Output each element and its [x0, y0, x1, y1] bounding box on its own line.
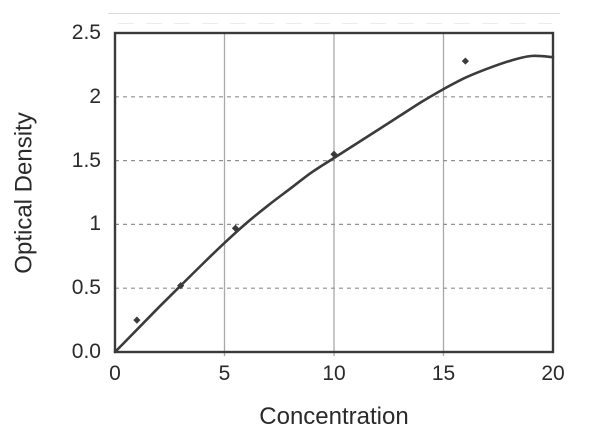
x-axis-title: Concentration — [259, 403, 409, 430]
data-point-marker — [330, 150, 338, 158]
data-point-marker — [133, 316, 141, 324]
data-point-marker — [231, 224, 240, 232]
data-point-marker — [177, 282, 185, 290]
data-point-marker — [461, 57, 469, 65]
trend-curve — [113, 54, 555, 354]
plot-frame — [113, 31, 555, 354]
